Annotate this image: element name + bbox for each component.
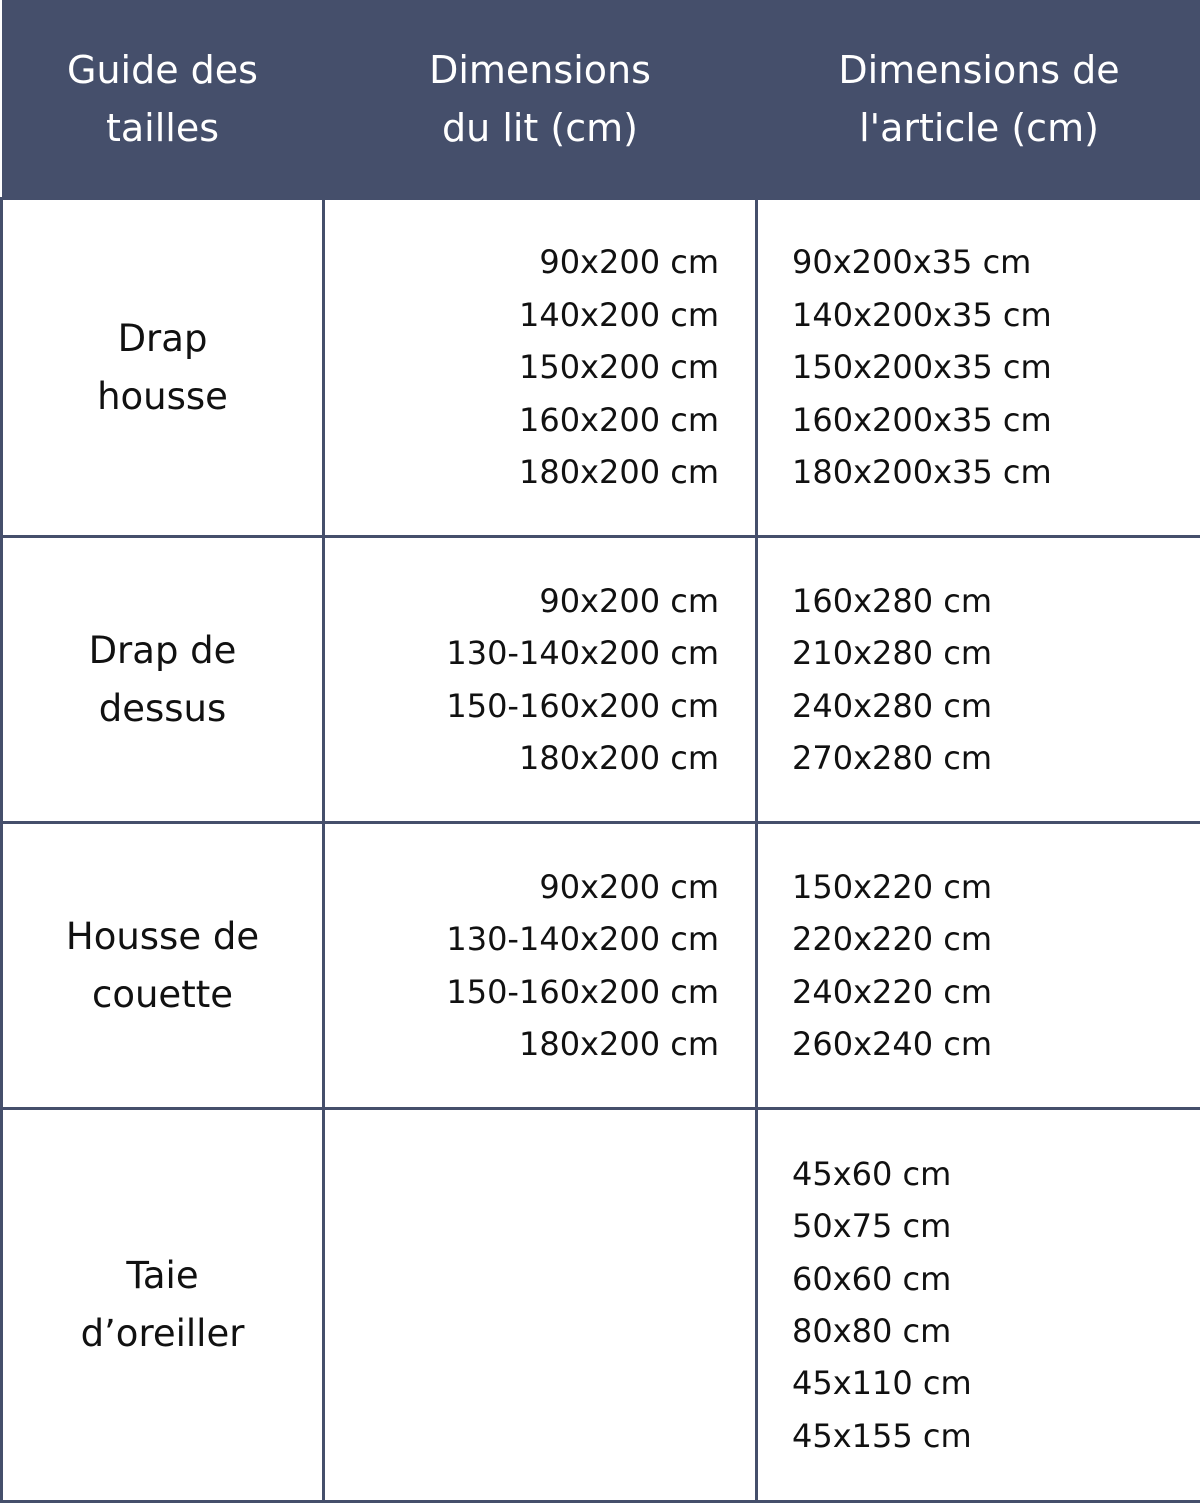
dimension-value: 90x200x35 cm xyxy=(792,236,1200,288)
dimension-value: 90x200 cm xyxy=(325,861,719,913)
category-label: housse xyxy=(3,368,322,426)
category-label: Drap de xyxy=(3,622,322,680)
category-label: couette xyxy=(3,966,322,1024)
dimension-value: 130-140x200 cm xyxy=(325,627,719,679)
header-text: du lit (cm) xyxy=(334,99,747,157)
dimension-value: 240x220 cm xyxy=(792,966,1200,1018)
header-text: tailles xyxy=(12,99,314,157)
dimension-value: 220x220 cm xyxy=(792,913,1200,965)
dimension-value: 140x200 cm xyxy=(325,289,719,341)
dimension-value: 210x280 cm xyxy=(792,627,1200,679)
dimension-value: 180x200x35 cm xyxy=(792,446,1200,498)
dimension-value: 140x200x35 cm xyxy=(792,289,1200,341)
dimension-value: 150x200 cm xyxy=(325,341,719,393)
dimension-value: 160x200x35 cm xyxy=(792,394,1200,446)
dimension-value: 90x200 cm xyxy=(325,236,719,288)
category-label: Taie xyxy=(3,1247,322,1305)
dimension-value: 45x110 cm xyxy=(792,1357,1200,1409)
dimension-value: 260x240 cm xyxy=(792,1018,1200,1070)
dimension-value: 130-140x200 cm xyxy=(325,913,719,965)
category-label: dessus xyxy=(3,680,322,738)
dimension-value: 160x280 cm xyxy=(792,575,1200,627)
dimension-value: 160x200 cm xyxy=(325,394,719,446)
dimension-value: 270x280 cm xyxy=(792,732,1200,784)
category-label: Drap xyxy=(3,310,322,368)
dimension-value: 50x75 cm xyxy=(792,1200,1200,1252)
category-label: d’oreiller xyxy=(3,1305,322,1363)
dimension-value: 180x200 cm xyxy=(325,1018,719,1070)
dimension-value: 45x60 cm xyxy=(792,1148,1200,1200)
dimension-value: 60x60 cm xyxy=(792,1253,1200,1305)
dimension-value: 45x155 cm xyxy=(792,1410,1200,1462)
header-text: Dimensions de xyxy=(767,41,1192,99)
dimension-value: 180x200 cm xyxy=(325,732,719,784)
dimension-value: 150-160x200 cm xyxy=(325,680,719,732)
dimension-value: 150x220 cm xyxy=(792,861,1200,913)
header-text: Dimensions xyxy=(334,41,747,99)
category-label: Housse de xyxy=(3,908,322,966)
dimension-value: 80x80 cm xyxy=(792,1305,1200,1357)
dimension-value: 150x200x35 cm xyxy=(792,341,1200,393)
dimension-value: 90x200 cm xyxy=(325,575,719,627)
bed-dimensions-cell xyxy=(324,1109,757,1502)
dimension-value: 150-160x200 cm xyxy=(325,966,719,1018)
dimension-value: 180x200 cm xyxy=(325,446,719,498)
dimension-value: 240x280 cm xyxy=(792,680,1200,732)
header-text: Guide des xyxy=(12,41,314,99)
header-text: l'article (cm) xyxy=(767,99,1192,157)
